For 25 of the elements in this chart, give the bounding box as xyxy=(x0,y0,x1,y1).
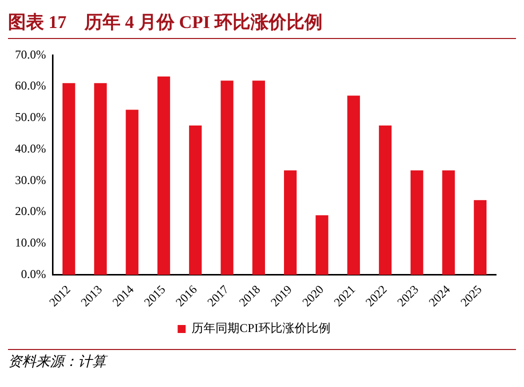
bar xyxy=(220,80,234,275)
y-tick-label: 50.0% xyxy=(14,110,46,124)
y-tick-label: 0.0% xyxy=(20,267,46,282)
y-tick-label: 40.0% xyxy=(14,141,46,156)
bar xyxy=(126,110,138,275)
y-tick-label: 30.0% xyxy=(14,172,46,187)
y-tick-label: 10.0% xyxy=(14,236,46,250)
bar xyxy=(62,83,76,275)
legend-label: 历年同期CPI环比涨价比例 xyxy=(192,321,330,336)
chart-title: 图表 17 历年 4 月份 CPI 环比涨价比例 xyxy=(8,8,516,39)
bar xyxy=(347,96,360,275)
bar xyxy=(442,170,455,275)
bar xyxy=(252,80,266,275)
y-tick-label: 70.0% xyxy=(14,47,46,62)
bar xyxy=(284,170,297,275)
bar xyxy=(157,76,170,275)
bar xyxy=(474,200,487,275)
y-tick-label: 60.0% xyxy=(14,78,46,93)
bar xyxy=(189,125,202,275)
y-tick-label: 20.0% xyxy=(14,204,46,218)
bar xyxy=(316,215,328,275)
bar xyxy=(410,170,424,275)
bar xyxy=(378,125,392,275)
bar xyxy=(94,83,107,275)
text: 资料来源：计算 xyxy=(8,354,109,371)
